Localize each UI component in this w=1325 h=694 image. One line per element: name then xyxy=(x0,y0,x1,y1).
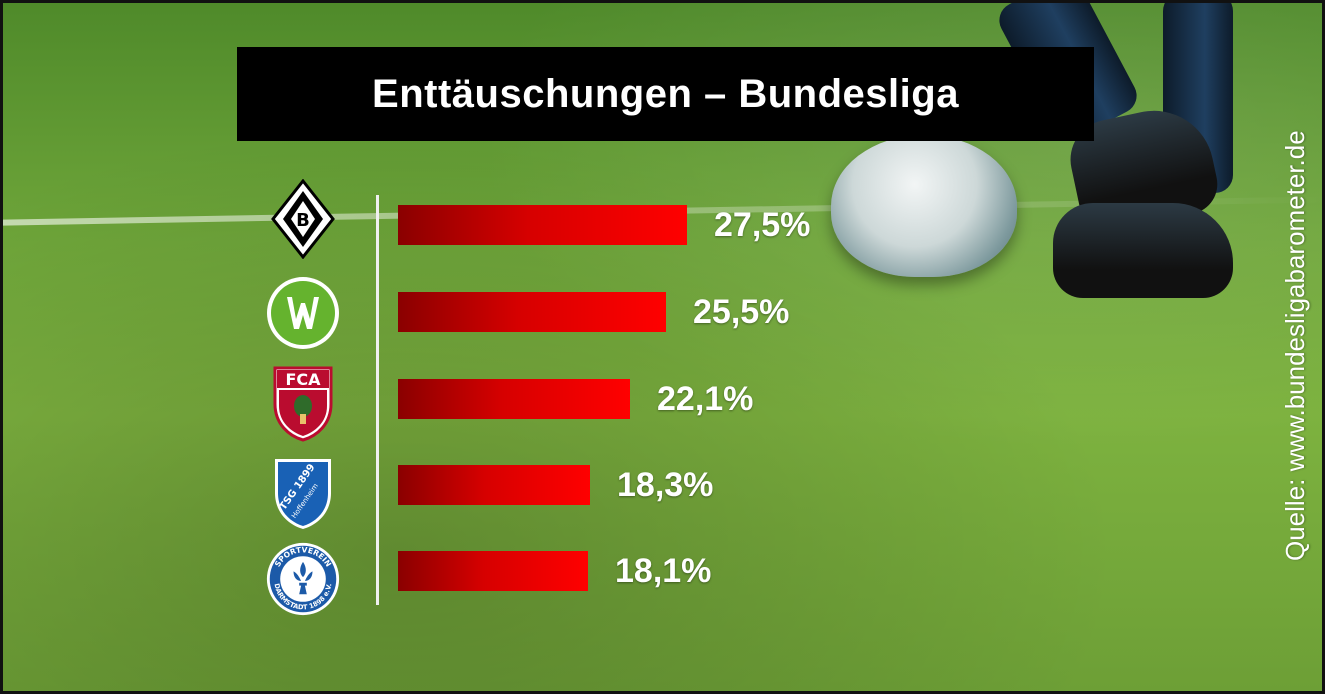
fca-text: FCA xyxy=(285,370,321,389)
bar-value-label: 18,1% xyxy=(615,552,712,590)
bar-value-label: 22,1% xyxy=(657,380,754,418)
bar xyxy=(398,379,630,419)
bar-value-label: 18,3% xyxy=(617,466,714,504)
bar xyxy=(398,292,666,332)
bar xyxy=(398,465,590,505)
title-banner: Enttäuschungen – Bundesliga xyxy=(237,47,1094,141)
football-image xyxy=(831,135,1017,277)
gladbach-logo: B xyxy=(265,179,341,259)
wolfsburg-logo xyxy=(265,275,341,351)
augsburg-logo: FCA xyxy=(265,365,341,442)
axis-line xyxy=(376,195,379,605)
bar-value-label: 25,5% xyxy=(693,293,790,331)
svg-text:B: B xyxy=(296,210,310,231)
source-note: Quelle: www.bundesligabarometer.de xyxy=(1280,130,1310,561)
hoffenheim-logo: TSG 1899 Hoffenheim xyxy=(265,455,341,531)
darmstadt-logo: SPORTVEREIN DARMSTADT 1898 e.V. xyxy=(265,541,341,617)
bar xyxy=(398,205,687,245)
football-boot xyxy=(1053,203,1233,298)
bar xyxy=(398,551,588,591)
bar-value-label: 27,5% xyxy=(714,206,811,244)
chart-title: Enttäuschungen – Bundesliga xyxy=(372,71,959,116)
